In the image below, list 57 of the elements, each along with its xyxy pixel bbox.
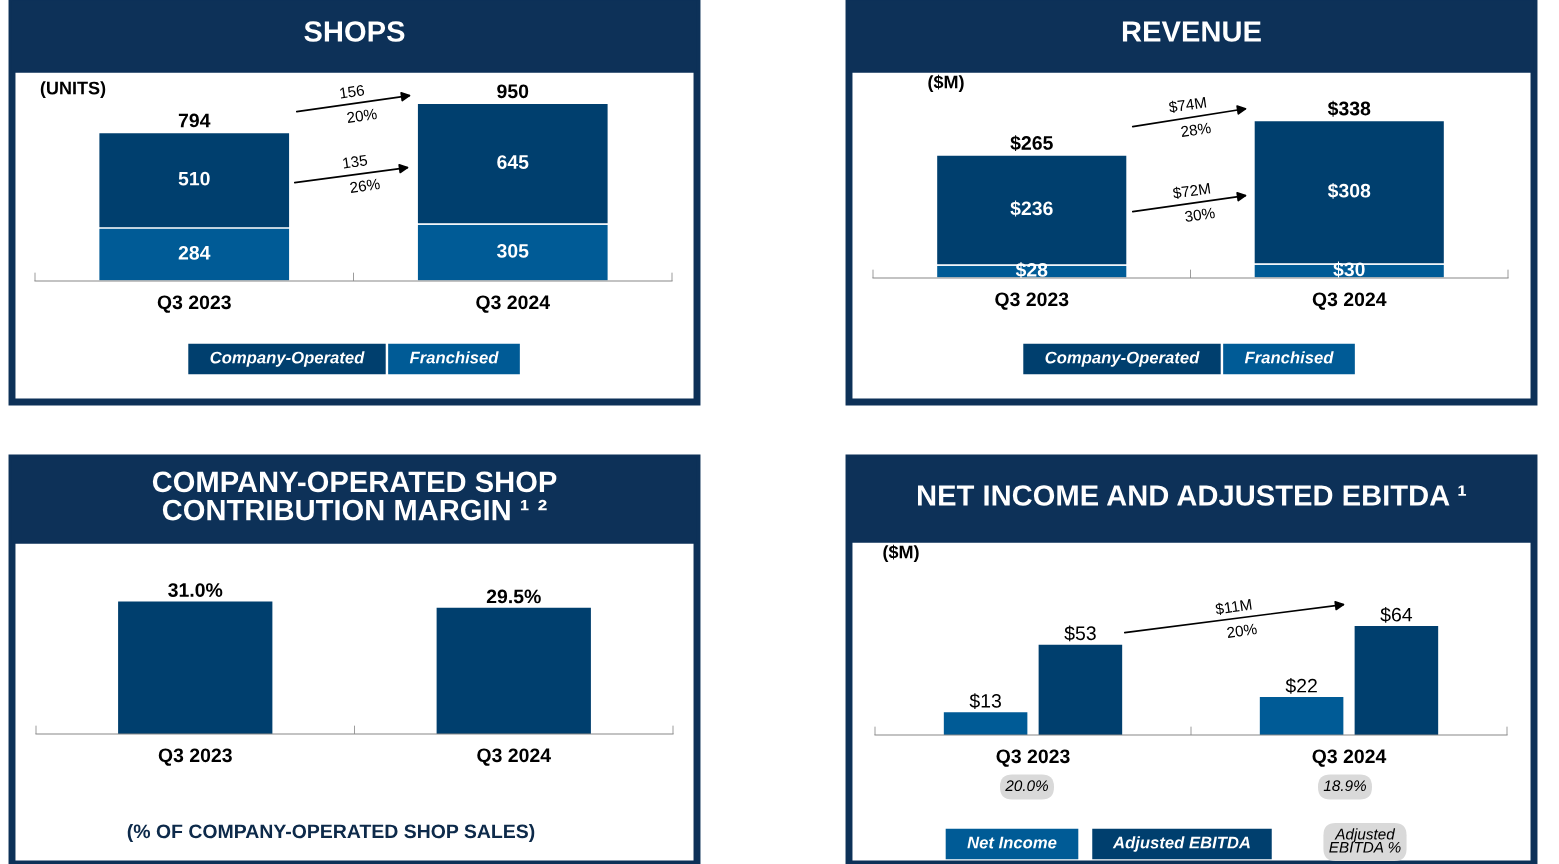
chart-title: REVENUE <box>1122 21 1261 42</box>
y-axis-title: (UNITS) <box>40 81 106 98</box>
text: $11M <box>1214 598 1252 616</box>
data-label: 510 <box>178 171 210 186</box>
text: 156 <box>339 84 365 99</box>
text: Company-Operated <box>210 351 365 367</box>
data-label: 29.5% <box>486 589 541 604</box>
annotation: 135 <box>342 154 368 169</box>
data-label: 31.0% <box>168 583 223 597</box>
x-tick-label: Q3 2024 <box>476 295 550 313</box>
total-label: 794 <box>178 113 211 128</box>
total-label: $265 <box>1010 135 1053 152</box>
text: Franchised <box>409 351 499 364</box>
bar <box>1354 626 1439 735</box>
data-label: $13 <box>969 693 1001 709</box>
y-axis-title: ($M) <box>928 74 964 92</box>
x-tick-label: Q3 2023 <box>157 295 231 313</box>
text: 18.9% <box>1323 780 1367 792</box>
bar <box>943 712 1028 735</box>
data-label: $28 <box>1015 262 1048 278</box>
annotation: $72M <box>1172 182 1211 200</box>
annotation: 26% <box>349 178 381 194</box>
x-tick-label: Q3 2024 <box>1312 749 1387 767</box>
text: Net Income <box>967 836 1057 849</box>
chart-title: COMPANY-OPERATED SHOP CONTRIBUTION MARGIN ¹ ² <box>152 471 557 521</box>
chart-title: NET INCOME AND ADJUSTED EBITDA ¹ <box>918 485 1467 506</box>
bar <box>1259 697 1344 735</box>
annotation: 20% <box>1226 623 1258 639</box>
data-label: 645 <box>497 155 529 169</box>
text: (% OF COMPANY-OPERATED SHOP SALES) <box>127 823 535 843</box>
annotation: 30% <box>1184 207 1216 223</box>
x-tick-label: Q3 2024 <box>1312 292 1387 310</box>
text: Franchised <box>1244 351 1334 364</box>
x-tick-label: Q3 2024 <box>477 748 551 766</box>
total-label: 950 <box>497 84 529 99</box>
annotation: 28% <box>1180 122 1212 138</box>
x-tick-label: Q3 2023 <box>996 749 1070 767</box>
data-label: $30 <box>1333 261 1365 278</box>
text: Company-Operated <box>1045 351 1200 367</box>
annotation: 20% <box>346 108 378 124</box>
text: 20.0% <box>1005 780 1049 792</box>
data-label: $236 <box>1010 200 1053 217</box>
data-label: 284 <box>178 245 211 260</box>
y-axis-title: ($M) <box>883 544 919 562</box>
data-label: $53 <box>1064 625 1096 642</box>
text: Adjusted EBITDA <box>1112 836 1250 852</box>
data-label: $22 <box>1285 677 1317 694</box>
data-label: $64 <box>1380 606 1413 623</box>
data-label: 305 <box>496 243 529 258</box>
total-label: $338 <box>1327 100 1371 117</box>
bar <box>1038 644 1123 735</box>
data-label: $308 <box>1327 182 1371 199</box>
x-tick-label: Q3 2023 <box>995 292 1069 310</box>
text: Adjusted EBITDA % <box>1329 828 1401 853</box>
chart-title: SHOPS <box>304 21 405 42</box>
text: $74M <box>1168 96 1207 114</box>
x-tick-label: Q3 2023 <box>158 748 232 766</box>
